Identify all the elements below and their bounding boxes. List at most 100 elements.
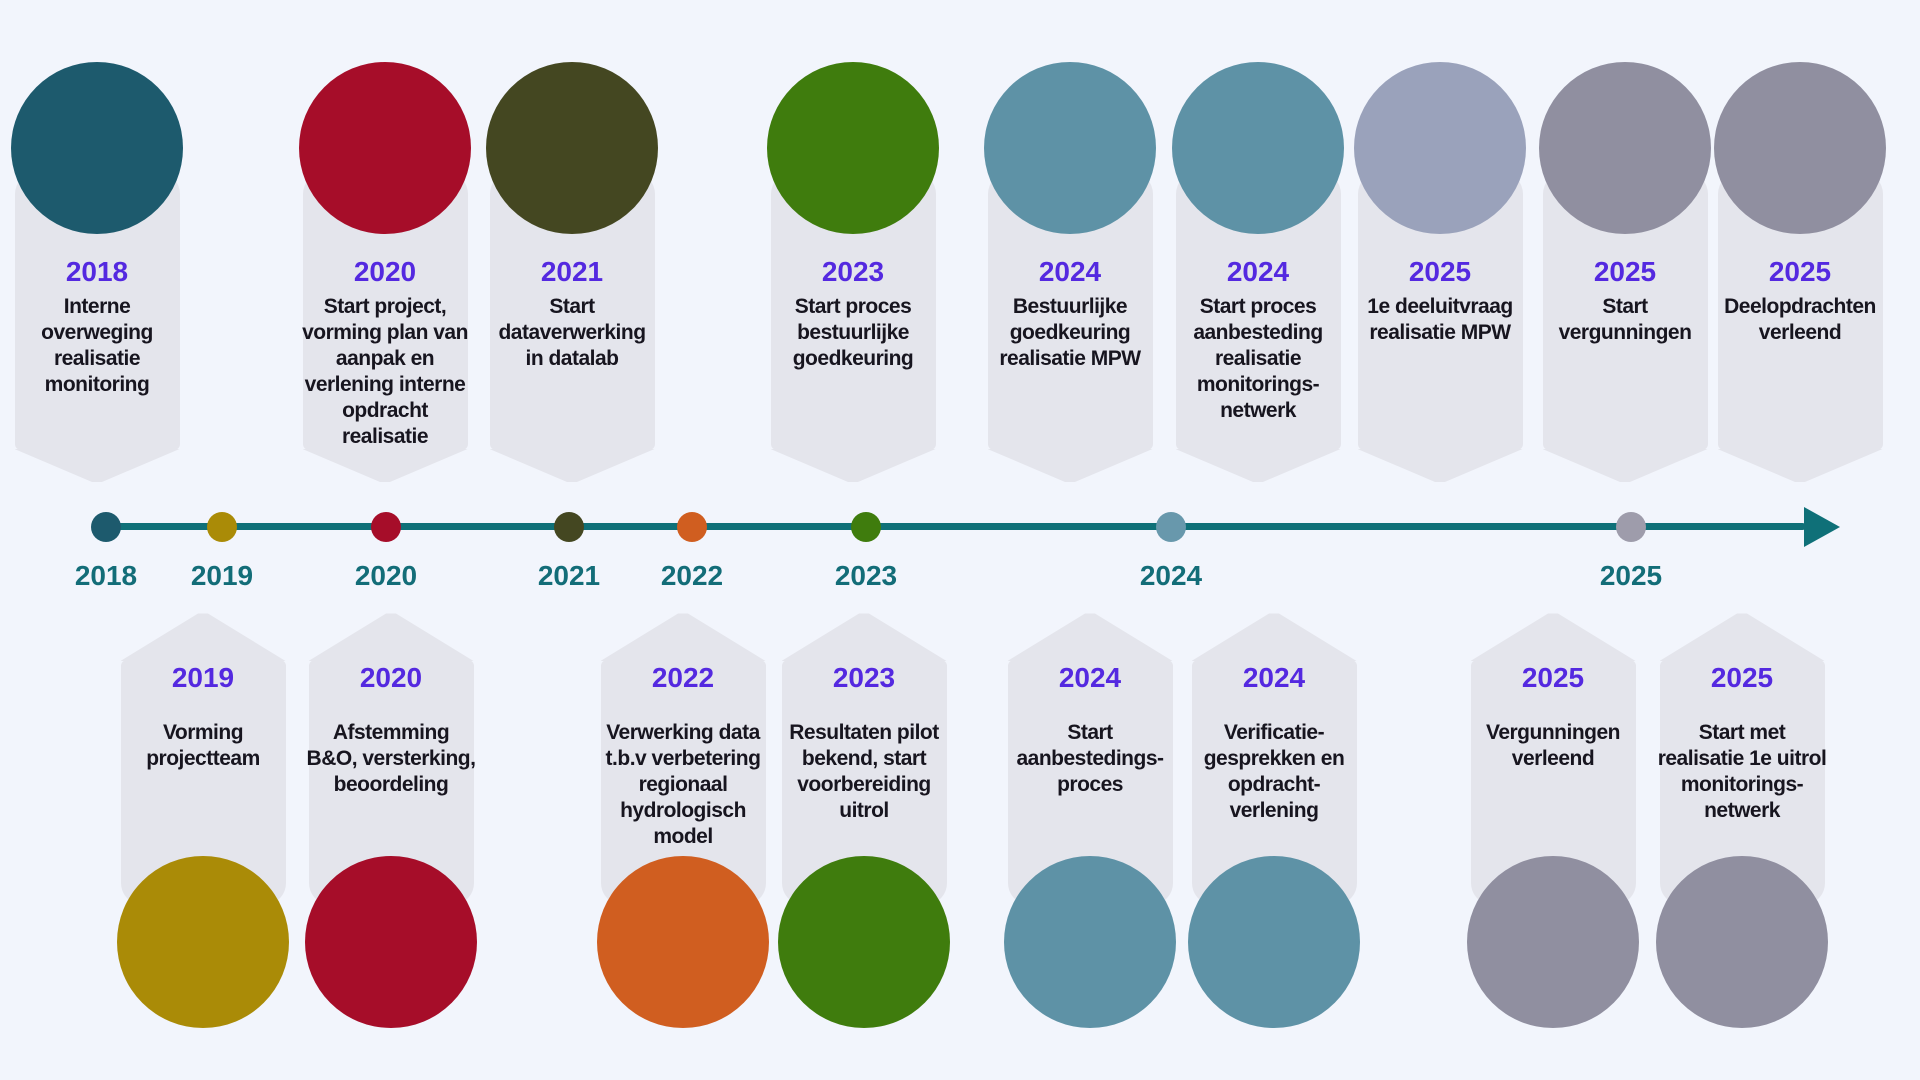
milestone-year: 2020 xyxy=(353,256,417,287)
timeline-year-label: 2024 xyxy=(1139,560,1203,591)
milestone-circle xyxy=(778,856,950,1028)
card-body: 2024 Start aanbestedings- proces xyxy=(1007,660,1173,905)
milestone-circle xyxy=(486,62,658,234)
timeline-year-label: 2023 xyxy=(834,560,898,591)
milestone-description: Verwerking data t.b.v verbetering region… xyxy=(605,721,761,848)
milestone-circle xyxy=(1004,856,1176,1028)
card-body: 2020 Start project, vorming plan van aan… xyxy=(302,172,468,450)
milestone-year: 2019 xyxy=(171,662,235,693)
timeline-dot xyxy=(554,512,584,542)
milestone-circle xyxy=(117,856,289,1028)
milestone-card: 2018 Interne overweging realisatie monit… xyxy=(11,62,183,483)
milestone-card: 2024 Bestuurlijke goedkeuring realisatie… xyxy=(984,62,1156,483)
milestone-circle xyxy=(597,856,769,1028)
card-pointer-up xyxy=(1007,613,1173,661)
milestone-year: 2025 xyxy=(1768,256,1832,287)
milestone-card: 2023 Start proces bestuurlijke goedkeuri… xyxy=(767,62,939,483)
milestone-card: 2025 Start met realisatie 1e uitrol moni… xyxy=(1656,612,1828,1028)
card-pointer-down xyxy=(1175,449,1341,482)
milestone-year: 2022 xyxy=(651,662,715,693)
milestone-year: 2021 xyxy=(540,256,604,287)
milestone-circle xyxy=(767,62,939,234)
milestone-description: Bestuurlijke goedkeuring realisatie MPW xyxy=(999,295,1141,370)
milestone-description: Start proces aanbesteding realisatie mon… xyxy=(1193,295,1323,422)
milestone-description: Start aanbestedings- proces xyxy=(1016,721,1164,796)
milestone-card: 2024 Start proces aanbesteding realisati… xyxy=(1172,62,1344,483)
card-pointer-up xyxy=(600,613,766,661)
milestone-description: Start vergunningen xyxy=(1558,295,1692,344)
card-pointer-down xyxy=(1717,449,1883,482)
card-pointer-up xyxy=(1659,613,1825,661)
milestone-year: 2020 xyxy=(359,662,423,693)
card-pointer-down xyxy=(1357,449,1523,482)
timeline-dot xyxy=(371,512,401,542)
timeline-dot xyxy=(851,512,881,542)
milestone-year: 2024 xyxy=(1038,256,1102,287)
milestone-description: Vorming projectteam xyxy=(146,721,260,770)
card-pointer-down xyxy=(489,449,655,482)
milestone-circle xyxy=(984,62,1156,234)
milestone-circle xyxy=(11,62,183,234)
milestone-card: 2019 Vorming projectteam xyxy=(117,612,289,1028)
milestone-year: 2025 xyxy=(1408,256,1472,287)
card-body: 2019 Vorming projectteam xyxy=(120,660,286,905)
milestone-description: Start dataverwerking in datalab xyxy=(498,295,646,370)
milestone-description: Start project, vorming plan van aanpak e… xyxy=(302,295,468,448)
timeline-year-label: 2022 xyxy=(660,560,724,591)
milestone-year: 2023 xyxy=(832,662,896,693)
timeline-year-label: 2019 xyxy=(190,560,254,591)
timeline-dot xyxy=(677,512,707,542)
card-pointer-down xyxy=(14,449,180,482)
milestone-card: 2023 Resultaten pilot bekend, start voor… xyxy=(778,612,950,1028)
milestone-circle xyxy=(1656,856,1828,1028)
card-pointer-up xyxy=(120,613,286,661)
milestone-card: 2020 Afstemming B&O, versterking, beoord… xyxy=(305,612,477,1028)
card-pointer-up xyxy=(781,613,947,661)
milestone-card: 2025 Vergunningen verleend xyxy=(1467,612,1639,1028)
card-pointer-up xyxy=(1191,613,1357,661)
milestone-circle xyxy=(1539,62,1711,234)
milestone-card: 2020 Start project, vorming plan van aan… xyxy=(299,62,471,483)
milestone-circle xyxy=(299,62,471,234)
milestone-card: 2021 Start dataverwerking in datalab xyxy=(486,62,658,483)
timeline-dot xyxy=(207,512,237,542)
milestone-card: 2024 Verificatie- gesprekken en opdracht… xyxy=(1188,612,1360,1028)
card-body: 2025 Start vergunningen xyxy=(1542,172,1708,450)
milestone-year: 2025 xyxy=(1593,256,1657,287)
timeline-year-label: 2025 xyxy=(1599,560,1663,591)
milestone-card: 2024 Start aanbestedings- proces xyxy=(1004,612,1176,1028)
timeline-year-label: 2020 xyxy=(354,560,418,591)
card-pointer-down xyxy=(987,449,1153,482)
milestone-description: Deelopdrachten verleend xyxy=(1724,295,1876,344)
milestone-description: Vergunningen verleend xyxy=(1485,721,1621,770)
milestone-circle xyxy=(1714,62,1886,234)
milestone-card: 2025 1e deeluitvraag realisatie MPW xyxy=(1354,62,1526,483)
milestone-description: Start proces bestuurlijke goedkeuring xyxy=(792,295,914,370)
milestone-description: Start met realisatie 1e uitrol monitorin… xyxy=(1657,721,1827,822)
timeline-dot xyxy=(1616,512,1646,542)
card-pointer-down xyxy=(302,449,468,482)
card-body: 2024 Verificatie- gesprekken en opdracht… xyxy=(1191,660,1357,905)
milestone-year: 2023 xyxy=(821,256,885,287)
timeline-arrow-icon xyxy=(1804,507,1840,547)
milestone-circle xyxy=(1188,856,1360,1028)
milestone-card: 2025 Deelopdrachten verleend xyxy=(1714,62,1886,483)
card-pointer-down xyxy=(770,449,936,482)
milestone-year: 2024 xyxy=(1058,662,1122,693)
milestone-year: 2024 xyxy=(1242,662,1306,693)
card-pointer-up xyxy=(308,613,474,661)
milestone-circle xyxy=(1467,856,1639,1028)
card-pointer-up xyxy=(1470,613,1636,661)
milestone-circle xyxy=(1172,62,1344,234)
milestone-circle xyxy=(305,856,477,1028)
card-body: 2020 Afstemming B&O, versterking, beoord… xyxy=(306,660,476,905)
milestone-year: 2018 xyxy=(65,256,129,287)
milestone-description: Verificatie- gesprekken en opdracht- ver… xyxy=(1203,721,1345,822)
timeline-dot xyxy=(91,512,121,542)
timeline-year-label: 2018 xyxy=(74,560,138,591)
milestone-year: 2025 xyxy=(1521,662,1585,693)
milestone-description: Interne overweging realisatie monitoring xyxy=(41,295,153,396)
milestone-description: 1e deeluitvraag realisatie MPW xyxy=(1367,295,1513,344)
milestone-description: Afstemming B&O, versterking, beoordeling xyxy=(306,721,476,796)
